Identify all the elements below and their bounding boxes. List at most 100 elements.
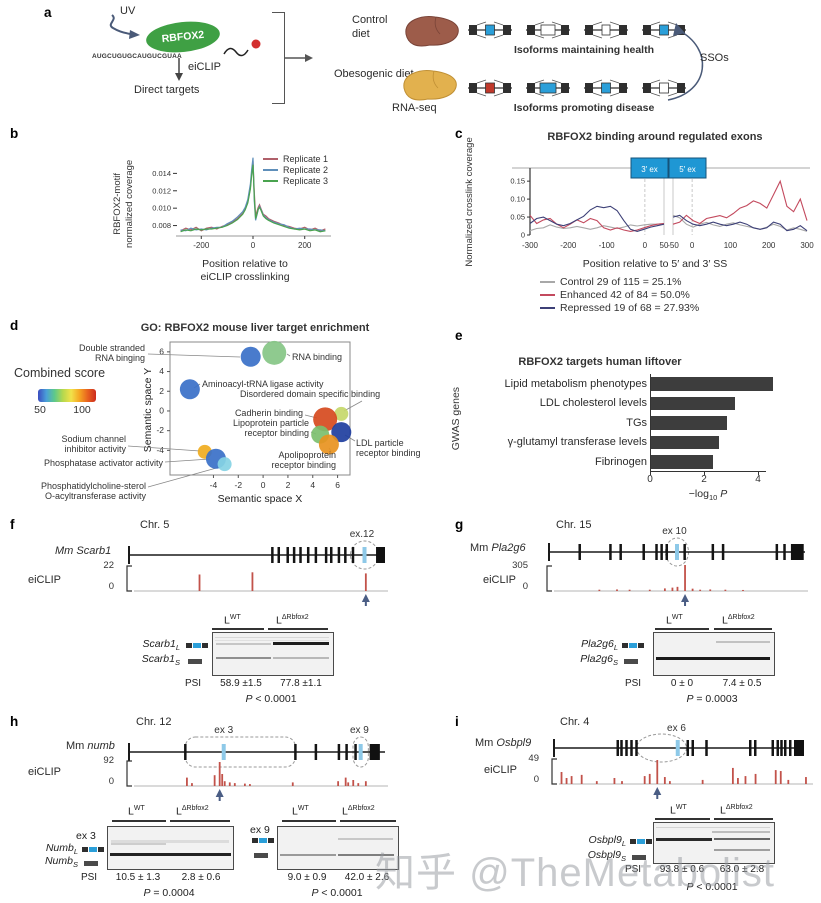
panel-e-label: e <box>455 328 463 343</box>
svg-text:0.15: 0.15 <box>510 177 525 186</box>
svg-text:4: 4 <box>159 366 164 376</box>
psi-value: 10.5 ± 1.3 <box>115 872 161 883</box>
gene-name-i: Mm Osbpl9 <box>475 737 532 749</box>
svg-text:Phosphatidylcholine-sterol: Phosphatidylcholine-sterol <box>41 481 146 491</box>
svg-text:-4: -4 <box>156 445 164 455</box>
legend-item: Replicate 3 <box>263 176 328 186</box>
psi-value: 77.8 ±1.1 <box>280 678 322 689</box>
track-name-h: eiCLIP <box>28 766 62 778</box>
svg-text:receptor binding: receptor binding <box>271 460 336 470</box>
gene-model-i: ex 6 <box>553 723 804 763</box>
chart-b-legend: Replicate 1 Replicate 2 Replicate 3 <box>263 154 328 187</box>
combined-score-colorbar <box>38 389 96 402</box>
lane-underline <box>714 628 772 630</box>
svg-text:0: 0 <box>521 231 525 240</box>
svg-text:Sodium channel: Sodium channel <box>61 434 126 444</box>
lane-header: LWT <box>128 805 145 818</box>
panel-d-label: d <box>10 318 19 333</box>
chart-c-title: RBFOX2 binding around regulated exons <box>547 131 763 143</box>
isoform-label-long: NumbL <box>45 842 78 857</box>
exon-tag: ex 3 <box>76 830 96 842</box>
gwas-row: LDL cholesterol levels <box>462 394 792 414</box>
chart-b-ylabel: RBFOX2-motif normalized coverage <box>112 159 135 248</box>
lane-header: LΔRbfox2 <box>176 805 209 818</box>
gwas-bar <box>651 377 773 391</box>
gwas-bar <box>651 396 735 410</box>
track-name-g: eiCLIP <box>483 574 517 586</box>
eiclip-track-h <box>126 760 388 801</box>
gwas-row: TGs <box>462 413 792 433</box>
gene-model-h: ex 3 ex 9 <box>128 725 385 768</box>
svg-text:0: 0 <box>251 241 256 250</box>
isoform-row-health <box>466 20 698 45</box>
isoform-short-icon <box>84 861 98 866</box>
lane-underline <box>212 628 264 630</box>
svg-text:0.10: 0.10 <box>510 195 525 204</box>
colorbar-max: 100 <box>73 404 91 416</box>
svg-text:ex.12: ex.12 <box>350 529 375 540</box>
svg-text:200: 200 <box>298 241 312 250</box>
eiclip-step-label: eiCLIP <box>188 61 222 73</box>
svg-text:receptor binding: receptor binding <box>356 448 421 458</box>
svg-text:RNA binding: RNA binding <box>292 352 342 362</box>
gwas-bar <box>651 455 713 469</box>
gene-name-f: Mm Scarb1 <box>55 545 112 557</box>
x-tick: 4 <box>755 474 761 485</box>
lane-underline <box>655 818 710 820</box>
sso-oligo-icon <box>223 39 261 57</box>
chrom-g: Chr. 15 <box>556 519 592 531</box>
lane-header: LΔRbfox2 <box>722 614 755 627</box>
down-arrow-icon <box>175 58 183 81</box>
isoform-long-icon <box>622 643 644 648</box>
lane-underline <box>268 628 328 630</box>
psi-label-h: PSI <box>80 872 98 883</box>
lane-underline <box>714 818 773 820</box>
p-value-g: P = 0.0003 <box>686 693 738 705</box>
isoform-short-icon <box>624 659 638 664</box>
gene-model-f: ex.12 <box>128 529 385 570</box>
svg-text:RNA binging: RNA binging <box>95 353 145 363</box>
svg-text:Semantic space Y: Semantic space Y <box>142 368 154 452</box>
track-max-g: 305 <box>512 560 528 571</box>
svg-text:Aminoacyl-tRNA ligase activity: Aminoacyl-tRNA ligase activity <box>202 379 324 389</box>
svg-text:ex 6: ex 6 <box>667 723 686 734</box>
lane-underline <box>170 820 230 822</box>
isoform-label-short: NumbS <box>44 855 78 870</box>
chart-e-title: RBFOX2 targets human liftover <box>518 356 682 368</box>
svg-text:0: 0 <box>643 241 648 250</box>
legend-item: Control 29 of 115 = 25.1% <box>540 276 699 288</box>
svg-text:-200: -200 <box>560 241 577 250</box>
right-arrow-icon <box>284 54 313 62</box>
svg-text:4: 4 <box>310 480 315 490</box>
gel-h-ex3 <box>107 826 234 870</box>
psi-label-f: PSI <box>184 678 202 689</box>
svg-text:-2: -2 <box>234 480 242 490</box>
chart-e-yaxis <box>650 374 651 471</box>
lane-underline <box>282 820 336 822</box>
panel-g-label: g <box>455 517 464 532</box>
svg-text:-50: -50 <box>667 241 679 250</box>
svg-text:LDL particle: LDL particle <box>356 438 404 448</box>
x-tick: 0 <box>647 474 653 485</box>
lane-underline <box>655 628 709 630</box>
chart-b-canvas: 0.008 0.010 0.012 0.014 -200 0 200 <box>152 157 331 250</box>
obesogenic-diet-label: Obesogenic diet <box>334 68 414 80</box>
svg-text:O-acyltransferase activity: O-acyltransferase activity <box>45 491 147 501</box>
gene-name-g: Mm Pla2g6 <box>470 542 526 554</box>
gwas-category: Lipid metabolism phenotypes <box>504 377 647 390</box>
svg-text:2: 2 <box>286 480 291 490</box>
isoform-short-icon <box>254 853 268 858</box>
lane-header: LΔRbfox2 <box>276 614 309 627</box>
svg-text:200: 200 <box>762 241 776 250</box>
healthy-liver-icon <box>405 16 459 47</box>
isoform-label-short: Scarb1S <box>141 653 180 668</box>
panel-f-label: f <box>10 517 15 532</box>
panel-c-label: c <box>455 126 463 141</box>
svg-text:5′ ex: 5′ ex <box>679 165 696 174</box>
panel-b-label: b <box>10 126 19 141</box>
svg-text:ex 3: ex 3 <box>214 725 233 736</box>
eiclip-track-i <box>551 758 813 799</box>
gene-name-h: Mm numb <box>66 740 115 752</box>
lane-header: LWT <box>224 614 241 627</box>
svg-text:Cadherin binding: Cadherin binding <box>235 408 303 418</box>
